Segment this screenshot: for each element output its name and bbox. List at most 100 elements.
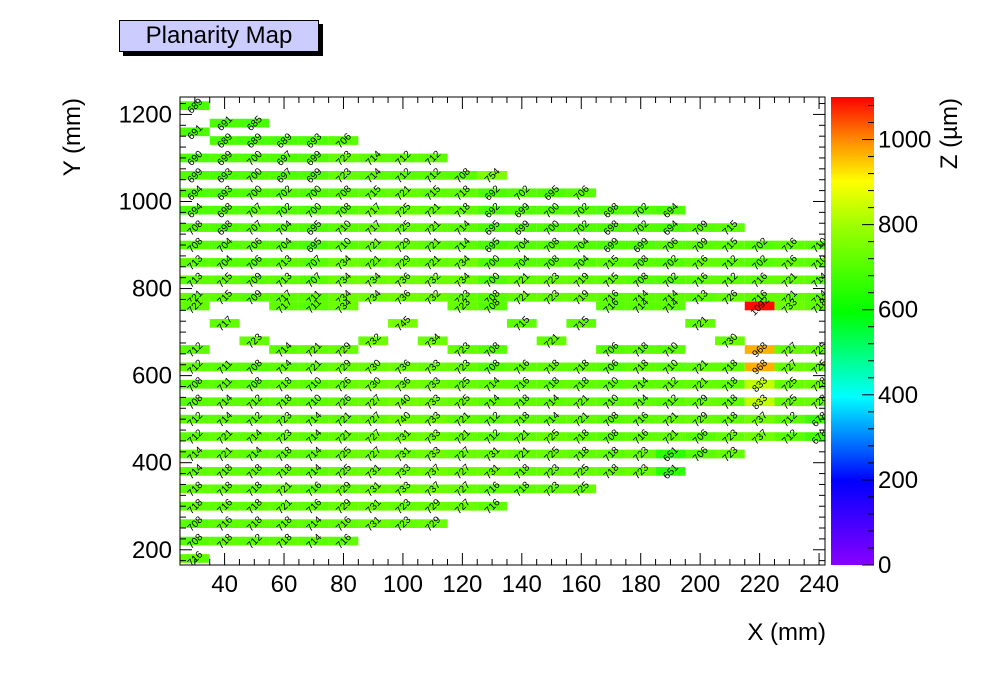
cell-value-label: 721: [275, 479, 295, 499]
heatmap-cell: [715, 258, 745, 267]
heatmap-cell: [358, 362, 389, 372]
heatmap-cell: [180, 101, 210, 111]
heatmap-cell: [239, 379, 270, 389]
cell-value-label: 725: [334, 445, 354, 465]
cell-value-label: 714: [245, 445, 265, 465]
heatmap-cell: [447, 240, 478, 250]
heatmap-cell: [358, 223, 389, 232]
cell-value-label: 714: [305, 514, 325, 534]
cell-value-label: 712: [245, 532, 265, 552]
cell-value-label: 716: [305, 479, 325, 499]
cell-value-label: 699: [602, 236, 622, 256]
heatmap-cell: [715, 240, 745, 250]
heatmap-cell: [388, 292, 418, 302]
cell-value-label: 706: [661, 236, 681, 256]
heatmap-cell: [625, 467, 656, 476]
heatmap-cell: [477, 432, 507, 441]
cell-value-label: 712: [780, 410, 800, 430]
heatmap-cell: [358, 240, 389, 250]
heatmap-cell: [180, 432, 210, 441]
cell-value-label: 710: [661, 340, 681, 360]
cell-value-label: 718: [542, 375, 562, 395]
heatmap-cell: [388, 484, 418, 494]
heatmap-cell: [180, 379, 210, 389]
y-tick-label: 1000: [119, 188, 172, 215]
heatmap-cell: [774, 432, 805, 441]
heatmap-cell: [477, 449, 507, 459]
heatmap-cell: [328, 467, 359, 476]
heatmap-cell: [744, 345, 775, 354]
cell-value-label: 689: [216, 131, 236, 151]
x-tick-label: 120: [442, 571, 482, 598]
heatmap-cell: [685, 414, 716, 424]
cell-value-label: 691: [186, 122, 206, 142]
cell-value-label: 702: [572, 201, 592, 221]
heatmap-cell: [447, 467, 478, 476]
heatmap-cell: [417, 484, 448, 494]
heatmap-cell: [417, 519, 448, 528]
heatmap-cell: [536, 432, 567, 441]
heatmap-cell: [506, 397, 537, 407]
cell-value-label: 721: [334, 410, 354, 430]
heatmap-cell: [269, 258, 299, 267]
cell-value-label: 715: [424, 183, 444, 203]
cell-value-label: 723: [453, 340, 473, 360]
y-tick-label: 800: [132, 276, 172, 303]
heatmap-cell: [388, 258, 418, 267]
cell-value-label: 729: [334, 358, 354, 378]
heatmap-cell: [209, 379, 240, 389]
cell-value-label: 712: [661, 375, 681, 395]
cell-value-label: 714: [245, 427, 265, 447]
cell-value-label: 712: [424, 149, 444, 169]
heatmap-cell: [209, 536, 240, 546]
heatmap-cell: [328, 171, 359, 180]
cell-value-label: 704: [275, 218, 295, 238]
heatmap-cell: [715, 336, 745, 346]
cell-value-label: 718: [721, 358, 741, 378]
heatmap-cell: [685, 319, 716, 328]
heatmap-cell: [506, 414, 537, 424]
cell-value-label: 704: [572, 253, 592, 273]
cell-value-label: 725: [572, 462, 592, 482]
heatmap-cell: [477, 205, 507, 215]
cell-value-label: 713: [186, 253, 206, 273]
heatmap-cell: [209, 449, 240, 459]
cell-value-label: 708: [186, 392, 206, 412]
cell-value-label: 754: [483, 166, 503, 186]
cell-value-label: 718: [245, 479, 265, 499]
heatmap-cell: [566, 484, 597, 494]
heatmap-cell: [506, 223, 537, 232]
cell-value-label: 694: [186, 183, 206, 203]
cell-value-label: 708: [483, 340, 503, 360]
heatmap-cell: [536, 467, 567, 476]
heatmap-cell: [447, 301, 478, 311]
heatmap-cell: [596, 292, 626, 302]
cell-value-label: 716: [216, 497, 236, 517]
heatmap-cell: [269, 467, 299, 476]
cell-value-label: 718: [245, 514, 265, 534]
heatmap-cell: [358, 275, 389, 285]
heatmap-cell: [566, 397, 597, 407]
heatmap-cell: [328, 397, 359, 407]
heatmap-cell: [566, 188, 597, 198]
cell-value-label: 733: [424, 427, 444, 447]
heatmap-cell: [209, 432, 240, 441]
cell-value-label: 689: [245, 131, 265, 151]
heatmap-cell: [180, 188, 210, 198]
heatmap-cell: [566, 449, 597, 459]
cell-value-label: 723: [542, 288, 562, 308]
heatmap-cell: [774, 240, 805, 250]
cell-value-label: 721: [275, 497, 295, 517]
heatmap-cell: [596, 345, 626, 354]
heatmap-cell: [655, 432, 686, 441]
heatmap-cell: [358, 153, 389, 163]
heatmap-cell: [506, 292, 537, 302]
cell-value-label: 718: [186, 497, 206, 517]
heatmap-cell: [209, 397, 240, 407]
heatmap-cell: [685, 449, 716, 459]
cell-value-label: 702: [751, 253, 771, 273]
heatmap-cell: [180, 258, 210, 267]
cell-value-label: 736: [394, 288, 414, 308]
heatmap-cell: [298, 397, 329, 407]
cell-value-label: 729: [394, 253, 414, 273]
